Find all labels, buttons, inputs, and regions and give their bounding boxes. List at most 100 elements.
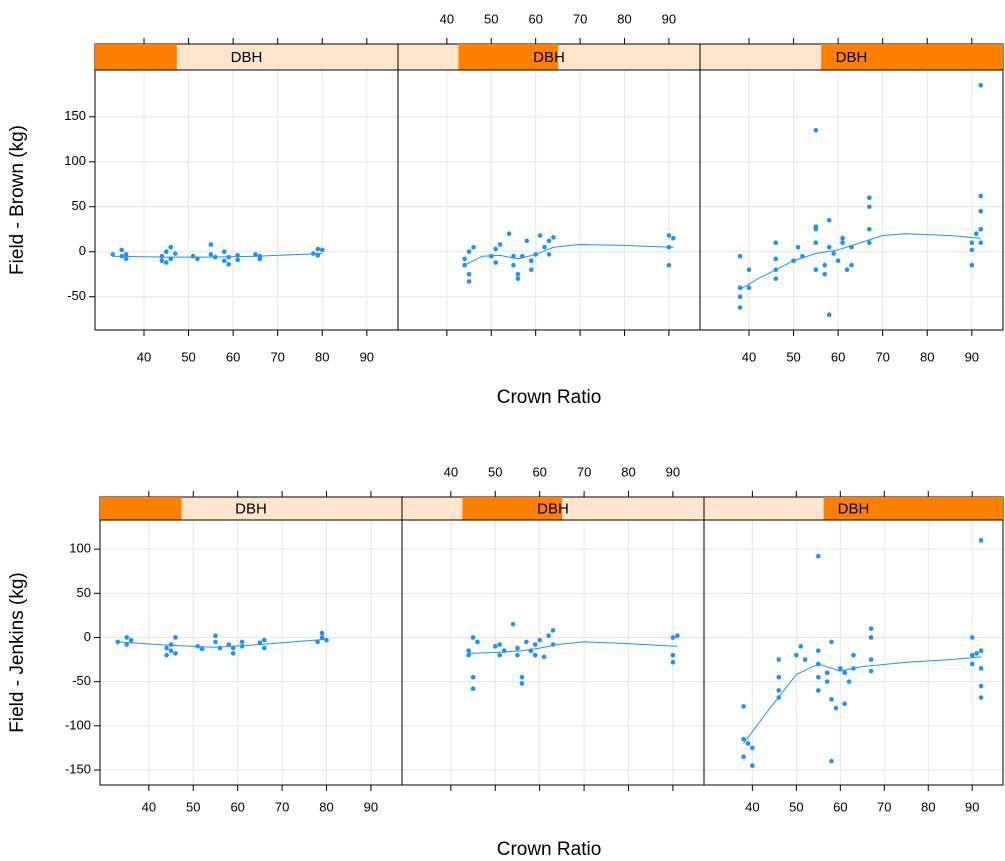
point xyxy=(842,701,848,707)
point xyxy=(794,652,799,658)
point xyxy=(846,679,852,684)
point xyxy=(159,258,165,264)
point xyxy=(849,244,854,250)
point xyxy=(826,217,832,223)
point xyxy=(520,253,525,259)
point xyxy=(221,258,227,264)
panel-border xyxy=(397,69,701,331)
fit-line xyxy=(112,253,323,258)
point xyxy=(168,642,174,647)
point xyxy=(978,208,984,214)
point xyxy=(239,639,245,645)
point xyxy=(849,262,854,268)
point xyxy=(822,262,828,268)
point xyxy=(670,652,676,658)
point xyxy=(816,688,821,693)
point xyxy=(824,670,830,676)
point xyxy=(470,635,476,640)
y-tick-label: 150 xyxy=(64,108,86,123)
point xyxy=(666,233,672,238)
point xyxy=(829,758,834,764)
point xyxy=(851,666,856,671)
point xyxy=(974,651,979,656)
panel-border xyxy=(699,69,1004,331)
x-tick-label: 70 xyxy=(270,349,284,364)
fit-line xyxy=(468,641,678,654)
point xyxy=(969,635,975,640)
point xyxy=(867,204,872,210)
panel-border xyxy=(94,69,399,331)
point xyxy=(519,674,525,680)
fit-line xyxy=(117,638,327,648)
point xyxy=(816,553,821,559)
point xyxy=(493,260,499,265)
point xyxy=(741,736,746,742)
point xyxy=(773,240,779,246)
strip-level xyxy=(462,497,563,520)
point xyxy=(515,271,521,277)
point xyxy=(969,247,975,253)
y-tick-label: 100 xyxy=(64,153,86,168)
point xyxy=(746,285,752,291)
point xyxy=(195,644,201,649)
point xyxy=(226,262,231,267)
strip-level xyxy=(458,44,559,70)
point xyxy=(493,246,499,252)
x-tick-label: 90 xyxy=(364,799,378,814)
x-tick-label: 50 xyxy=(786,349,800,364)
point xyxy=(208,242,214,247)
point xyxy=(833,705,839,711)
point xyxy=(123,252,129,257)
y-tick-label: 0 xyxy=(79,243,86,258)
x-tick-label: 90 xyxy=(666,464,680,479)
point xyxy=(867,226,872,232)
point xyxy=(791,258,796,264)
point xyxy=(737,294,743,300)
point xyxy=(213,254,218,260)
point xyxy=(969,661,975,667)
x-tick-label: 50 xyxy=(484,11,498,26)
point xyxy=(119,247,125,253)
panel-border xyxy=(703,519,1004,786)
point xyxy=(115,639,121,645)
point xyxy=(195,256,200,262)
x-tick-label: 80 xyxy=(319,799,333,814)
point xyxy=(813,127,819,133)
point xyxy=(497,642,503,647)
strip-label: DBH xyxy=(836,49,868,66)
point xyxy=(868,657,874,662)
point xyxy=(737,285,743,291)
point xyxy=(501,648,507,654)
point xyxy=(978,240,984,246)
strip-label: DBH xyxy=(537,500,569,517)
point xyxy=(311,251,316,256)
point xyxy=(466,652,471,658)
point xyxy=(319,247,325,253)
point xyxy=(773,276,779,282)
x-tick-label: 50 xyxy=(488,464,502,479)
point xyxy=(969,240,975,246)
point xyxy=(528,648,534,654)
point xyxy=(813,267,819,273)
point xyxy=(973,231,979,237)
point xyxy=(868,626,874,631)
point xyxy=(470,686,476,692)
point xyxy=(497,652,503,658)
point xyxy=(842,670,848,676)
point xyxy=(532,652,538,658)
point xyxy=(750,763,755,768)
point xyxy=(221,249,227,255)
point xyxy=(213,639,218,645)
point xyxy=(816,648,821,654)
x-tick-label: 80 xyxy=(315,349,329,364)
point xyxy=(199,646,205,652)
panel-border xyxy=(401,519,705,786)
strip-level xyxy=(95,44,177,70)
point xyxy=(978,648,984,654)
strip-level xyxy=(100,497,182,520)
point xyxy=(550,642,556,647)
x-tick-label: 80 xyxy=(920,349,934,364)
point xyxy=(324,637,329,643)
point xyxy=(159,253,165,259)
point xyxy=(835,258,841,264)
